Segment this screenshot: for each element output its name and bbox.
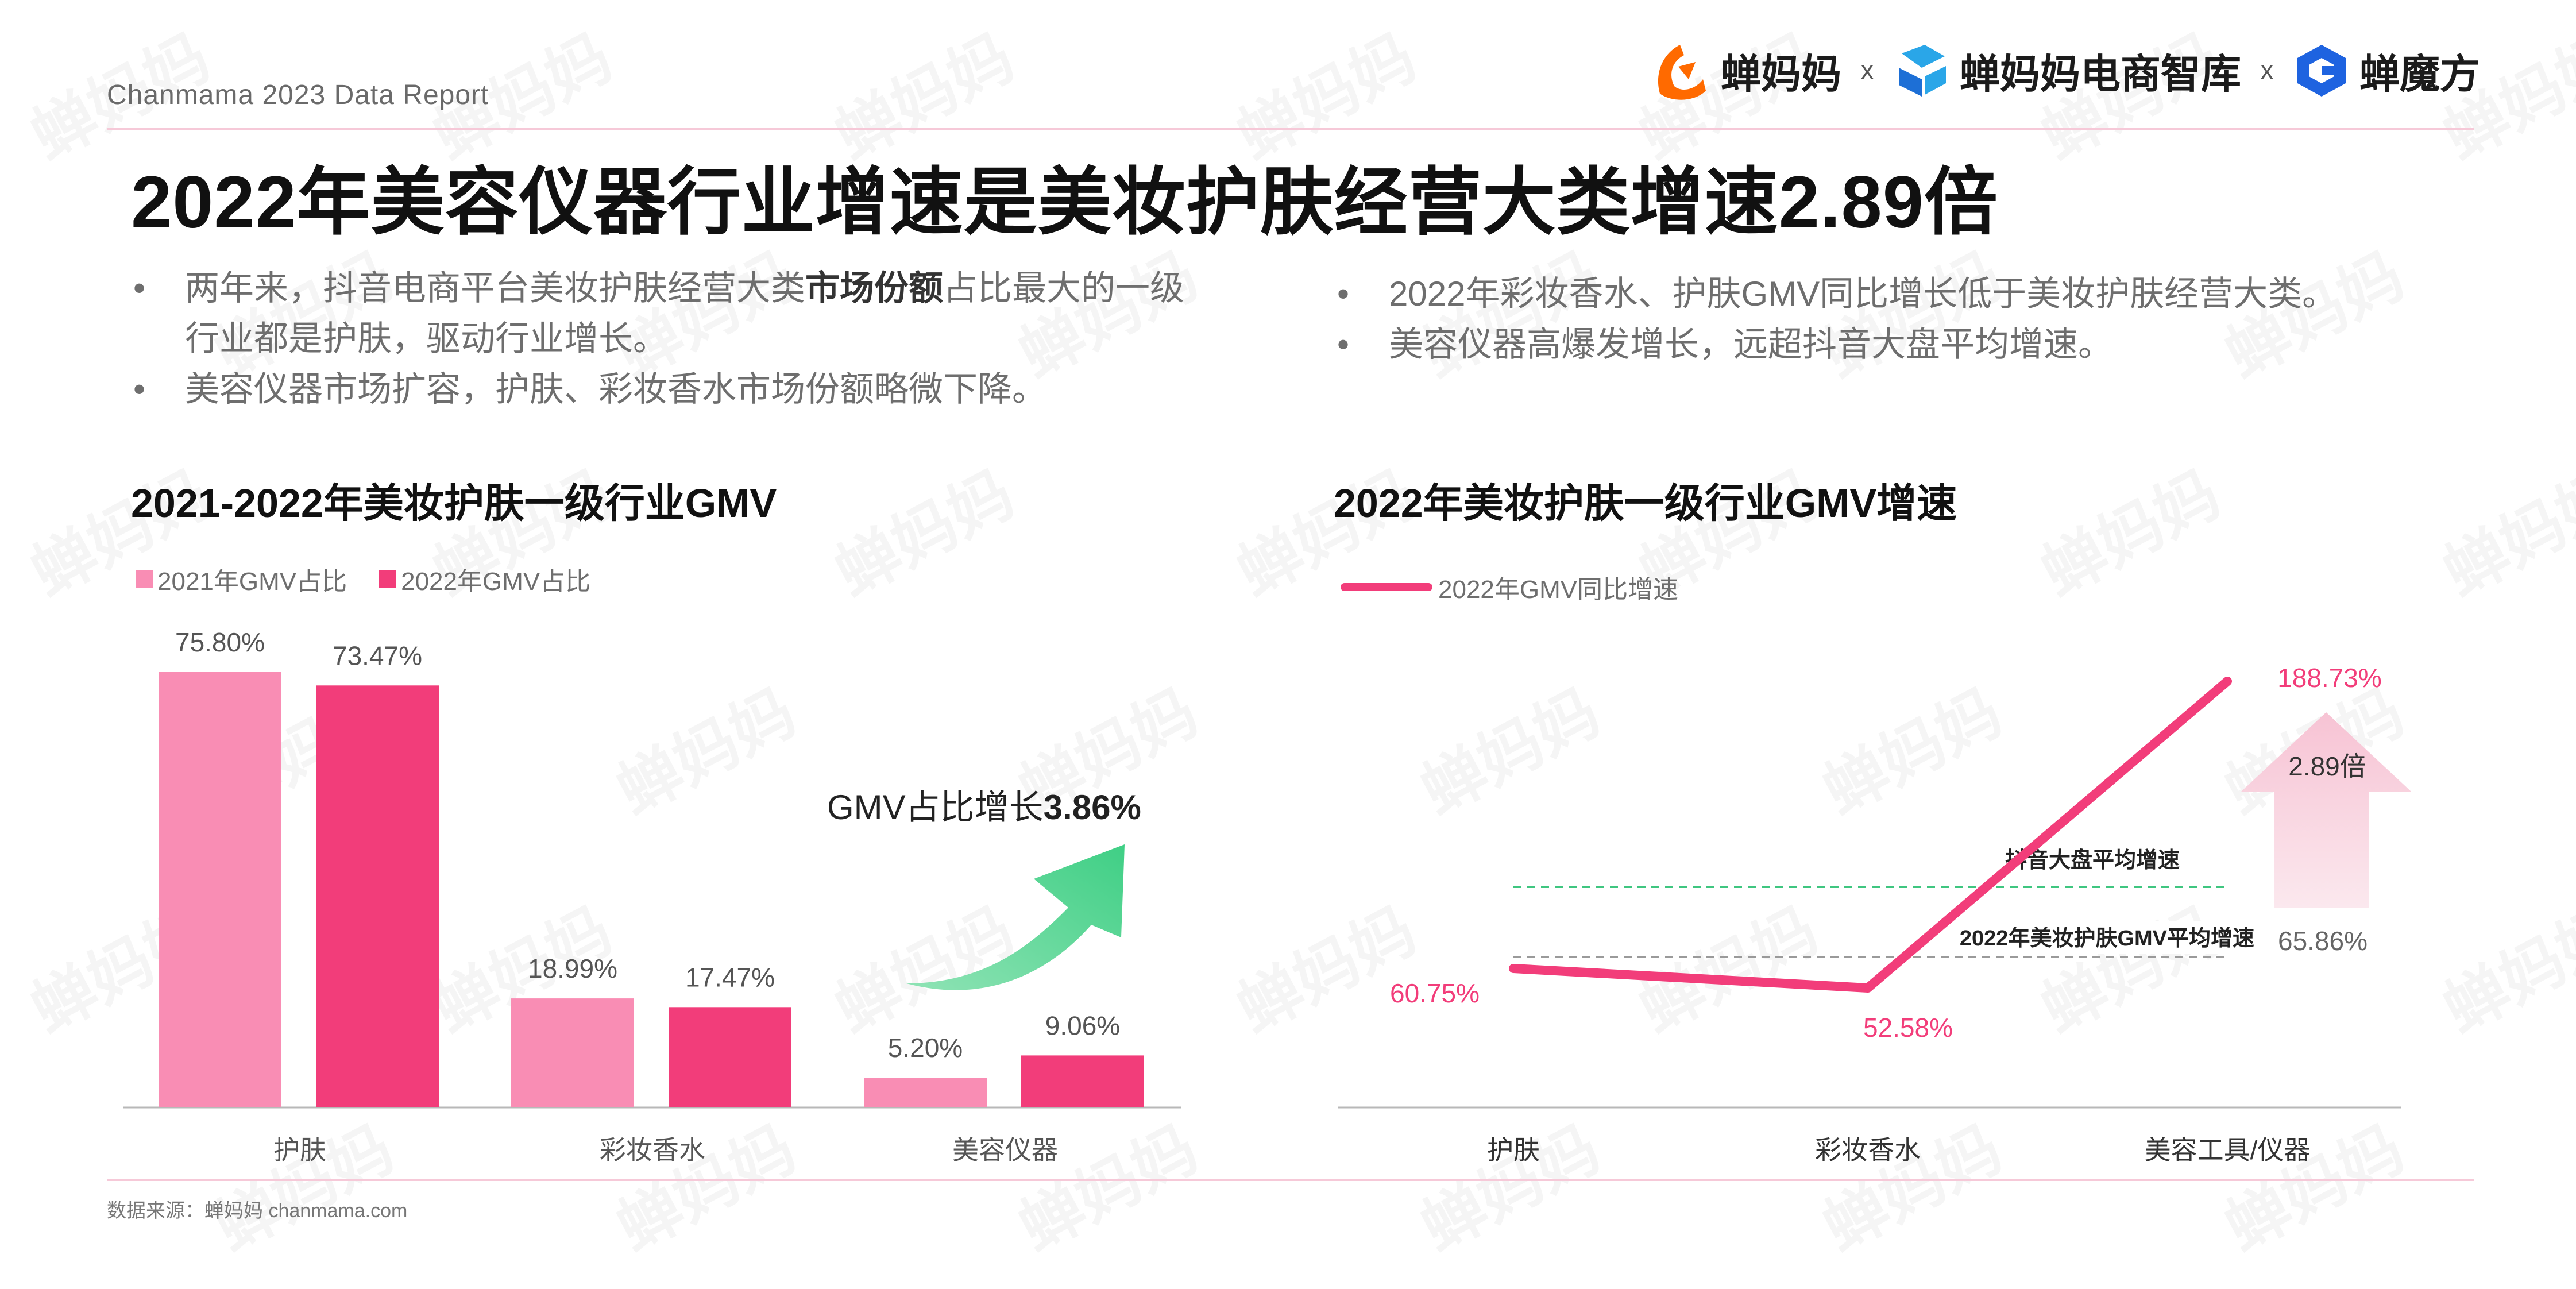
line-chart-legend: 2022年GMV同比增速 <box>1341 569 1678 605</box>
bullet-text: 美容仪器高爆发增长，远超抖音大盘平均增速。 <box>1389 325 2112 364</box>
think-tank-logo-icon <box>1899 45 1946 97</box>
bar-chart-title: 2021-2022年美妆护肤一级行业GMV <box>131 481 777 526</box>
bar-chart: 75.80% 73.47% 护肤 18.99% 17.47% 彩妆香水 5.20% 9.06%… <box>123 627 1181 1165</box>
think-tank-logo-text: 蝉妈妈电商智库 <box>1960 51 2241 97</box>
chanmama-logo-icon <box>1658 45 1706 100</box>
chanmama-think-tank-logo: 蝉妈妈电商智库 <box>1893 42 2241 100</box>
x-tick-label: 美容仪器 <box>952 1135 1058 1165</box>
line-chart: 2022年美妆护肤GMV平均增速抖音大盘平均增速2.89倍65.86%60.75… <box>1338 663 2411 1165</box>
bar-value-label: 75.80% <box>175 627 265 657</box>
growth-annotation: GMV占比增长3.86% <box>827 788 1141 827</box>
bullet-mark: • <box>1337 325 1350 364</box>
bullet-text: 美容仪器市场扩容，护肤、彩妆香水市场份额略微下降。 <box>185 370 1046 408</box>
chanmama-logo: 蝉妈妈 <box>1648 39 1841 102</box>
legend-label: 2022年GMV同比增速 <box>1438 576 1679 604</box>
bar-value-label: 17.47% <box>685 962 775 992</box>
bullet-mark: • <box>1337 275 1350 313</box>
bullet-text: 占比最大的一级行业都是护肤，驱动行业增长。 <box>185 269 1184 358</box>
bullet-text: 两年来，抖音电商平台美妆护肤经营大类 <box>185 269 805 307</box>
report-tag: Chanmama 2023 Data Report <box>107 80 489 110</box>
bullet-mark: • <box>133 370 146 408</box>
bullet-item: • 美容仪器市场扩容，护肤、彩妆香水市场份额略微下降。 <box>122 364 1213 415</box>
legend-line-swatch <box>1341 583 1432 591</box>
bar <box>864 1078 987 1107</box>
chanmofang-logo-text: 蝉魔方 <box>2359 51 2480 97</box>
page-title: 2022年美容仪器行业增速是美妆护肤经营大类增速2.89倍 <box>131 161 1998 244</box>
legend-label: 2022年GMV占比 <box>401 568 591 596</box>
bar <box>1021 1055 1144 1107</box>
bullet-emphasis: 市场份额 <box>805 269 943 307</box>
increase-arrow-icon <box>2241 712 2411 908</box>
reference-label-bg <box>1936 921 2257 954</box>
legend-swatch-2022 <box>379 570 397 588</box>
bar-chart-legend: 2021年GMV占比 2022年GMV占比 <box>136 561 590 597</box>
chanmofang-logo: 蝉魔方 <box>2293 42 2480 100</box>
footer-divider <box>107 1179 2474 1181</box>
bar-value-label: 73.47% <box>333 640 422 670</box>
bar <box>159 672 281 1107</box>
logo-separator: x <box>2261 56 2273 84</box>
bar-value-label: 9.06% <box>1045 1010 1120 1040</box>
x-tick-label: 美容工具/仪器 <box>2145 1135 2311 1165</box>
bullets-left: • 两年来，抖音电商平台美妆护肤经营大类市场份额占比最大的一级行业都是护肤，驱动… <box>122 263 1213 415</box>
x-tick-label: 彩妆香水 <box>600 1135 705 1165</box>
line-chart-title: 2022年美妆护肤一级行业GMV增速 <box>1334 481 1957 526</box>
logo-separator: x <box>1861 56 1874 84</box>
bar-value-label: 18.99% <box>528 954 617 983</box>
legend-item-2021: 2021年GMV占比 <box>136 561 347 597</box>
x-tick-label: 护肤 <box>273 1135 326 1165</box>
chanmofang-logo-icon <box>2297 45 2346 97</box>
bullets-right: • 2022年彩妆香水、护肤GMV同比增长低于美妆护肤经营大类。 • 美容仪器高… <box>1326 269 2474 370</box>
x-tick-label: 彩妆香水 <box>1815 1135 1921 1165</box>
legend-swatch-2021 <box>136 570 153 588</box>
data-source: 数据来源：蝉妈妈 chanmama.com <box>107 1200 408 1222</box>
growth-arrow-icon <box>906 844 1125 990</box>
legend-item-2022: 2022年GMV占比 <box>379 561 590 597</box>
bullet-item: • 2022年彩妆香水、护肤GMV同比增长低于美妆护肤经营大类。 <box>1326 269 2474 319</box>
bar <box>669 1007 791 1107</box>
data-label: 52.58% <box>1863 1013 1953 1043</box>
average-value-label: 65.86% <box>2278 926 2368 956</box>
partner-logos: 蝉妈妈 x 蝉妈妈电商智库 x 蝉魔方 <box>1648 33 2480 108</box>
chanmama-logo-text: 蝉妈妈 <box>1721 51 1841 97</box>
multiple-label: 2.89倍 <box>2288 751 2366 781</box>
data-label: 60.75% <box>1390 978 1480 1008</box>
bar <box>316 685 439 1107</box>
x-tick-label: 护肤 <box>1487 1135 1540 1165</box>
header-divider <box>107 128 2474 130</box>
data-label: 188.73% <box>2277 663 2382 693</box>
bullet-mark: • <box>133 269 146 307</box>
bullet-text: 2022年彩妆香水、护肤GMV同比增长低于美妆护肤经营大类。 <box>1389 275 2337 313</box>
bar <box>511 998 634 1107</box>
legend-label: 2021年GMV占比 <box>157 568 347 596</box>
bullet-item: • 美容仪器高爆发增长，远超抖音大盘平均增速。 <box>1326 319 2474 370</box>
bar-value-label: 5.20% <box>888 1033 963 1063</box>
reference-line-label: 2022年美妆护肤GMV平均增速 <box>1960 927 2254 951</box>
series-line <box>1509 677 2232 993</box>
bullet-item: • 两年来，抖音电商平台美妆护肤经营大类市场份额占比最大的一级行业都是护肤，驱动… <box>122 263 1213 364</box>
